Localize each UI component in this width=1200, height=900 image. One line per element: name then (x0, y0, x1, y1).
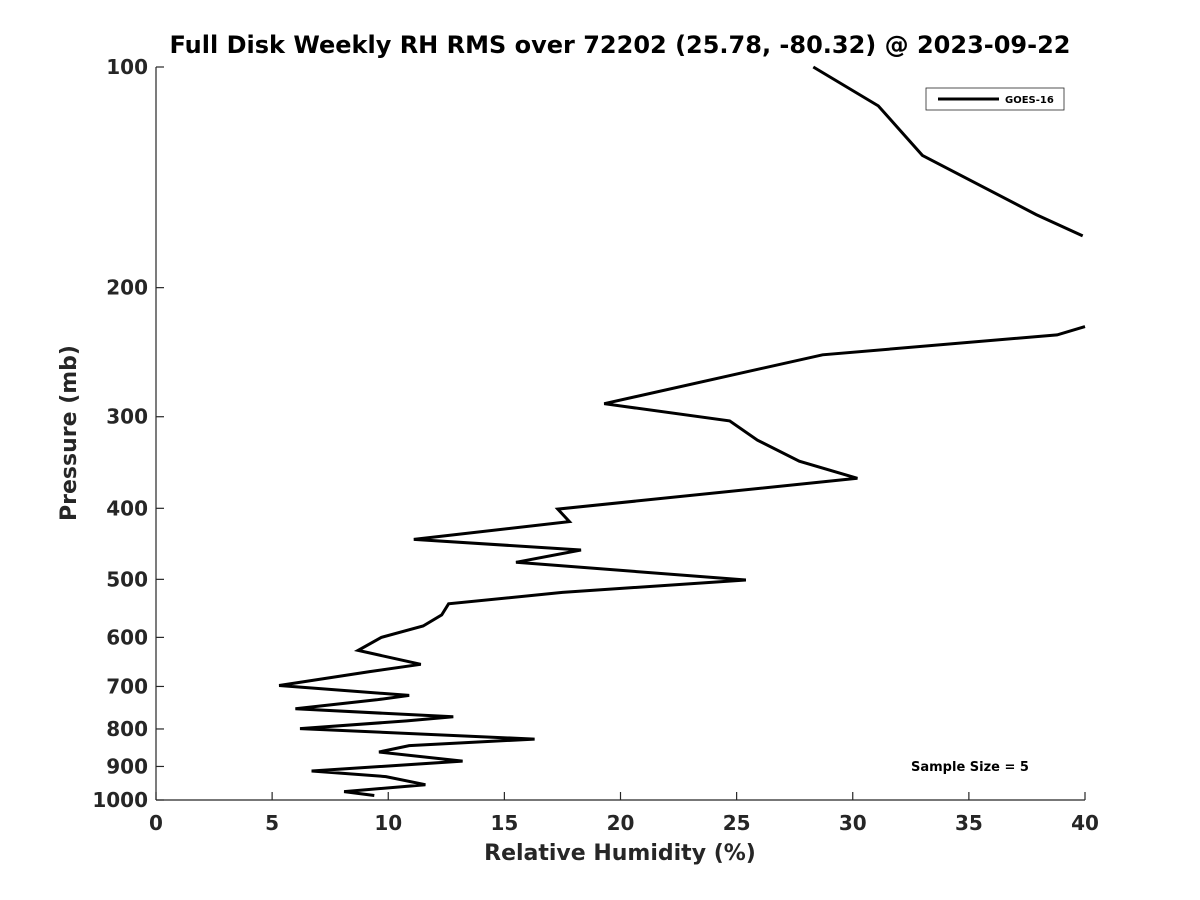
y-axis-label: Pressure (mb) (57, 345, 82, 521)
y-tick-label: 1000 (92, 788, 148, 812)
x-tick-label: 30 (839, 811, 867, 835)
y-tick-label: 900 (106, 754, 148, 778)
legend[interactable]: GOES-16 (925, 87, 1065, 111)
y-tick-label: 400 (106, 496, 148, 520)
y-tick-label: 800 (106, 717, 148, 741)
x-ticks: 0 5 10 15 20 25 30 35 40 (149, 792, 1099, 835)
x-tick-label: 10 (374, 811, 402, 835)
y-tick-label: 300 (106, 405, 148, 429)
sample-size-annotation: Sample Size = 5 (911, 760, 1029, 775)
x-tick-label: 35 (955, 811, 983, 835)
y-tick-label: 600 (106, 625, 148, 649)
legend-label: GOES-16 (1005, 95, 1054, 106)
y-tick-label: 500 (106, 567, 148, 591)
y-tick-label: 200 (106, 276, 148, 300)
x-tick-label: 15 (490, 811, 518, 835)
series-line-goes-16 (278, 65, 1086, 797)
y-tick-label: 700 (106, 674, 148, 698)
y-ticks: 100 200 300 400 500 600 700 800 900 1000 (92, 55, 164, 812)
x-tick-label: 20 (607, 811, 635, 835)
series-layer (278, 65, 1086, 797)
x-axis-label: Relative Humidity (%) (484, 841, 756, 866)
y-tick-label: 100 (106, 55, 148, 79)
chart-title: Full Disk Weekly RH RMS over 72202 (25.7… (169, 31, 1070, 59)
x-tick-label: 5 (265, 811, 279, 835)
x-tick-label: 25 (723, 811, 751, 835)
x-tick-label: 0 (149, 811, 163, 835)
x-tick-label: 40 (1071, 811, 1099, 835)
plot-area (156, 67, 1085, 800)
